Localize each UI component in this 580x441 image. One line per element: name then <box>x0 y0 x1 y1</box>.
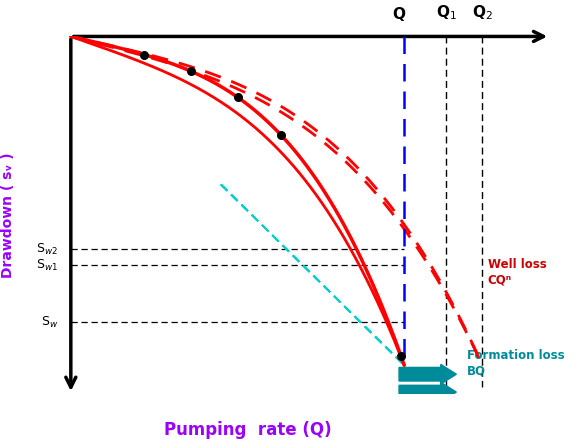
Text: S$_{w1}$: S$_{w1}$ <box>36 258 58 273</box>
Text: Q: Q <box>393 7 405 22</box>
Text: Q$_1$: Q$_1$ <box>436 4 456 22</box>
Text: Drawdown ( sᵥ ): Drawdown ( sᵥ ) <box>1 152 15 278</box>
FancyArrow shape <box>399 364 456 384</box>
Text: S$_w$: S$_w$ <box>41 315 58 330</box>
Point <box>233 93 242 101</box>
Text: S$_{w2}$: S$_{w2}$ <box>36 242 58 257</box>
Text: Pumping  rate (Q): Pumping rate (Q) <box>164 421 332 439</box>
Text: Q$_2$: Q$_2$ <box>472 4 493 22</box>
FancyArrow shape <box>399 382 456 402</box>
Point <box>186 67 195 75</box>
Point <box>140 51 149 58</box>
Point <box>276 131 285 138</box>
Text: Well loss
CQⁿ: Well loss CQⁿ <box>488 258 546 286</box>
Point <box>396 352 405 359</box>
Text: Formation loss
BQ: Formation loss BQ <box>467 350 564 377</box>
